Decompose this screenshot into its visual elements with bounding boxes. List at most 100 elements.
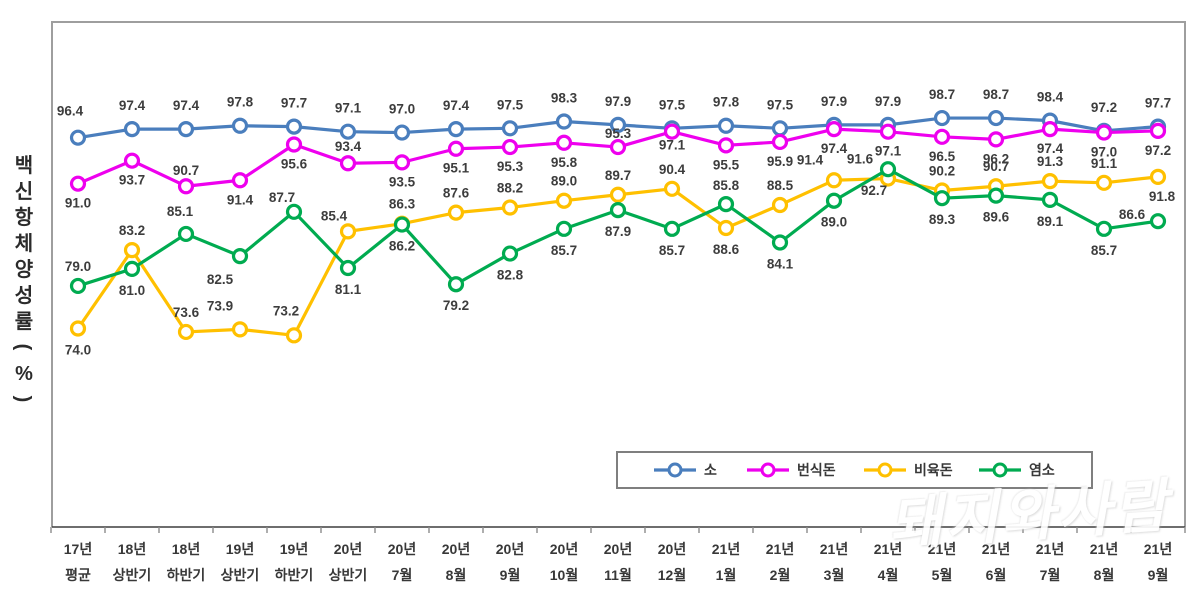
data-label-breeding-pigs: 95.3 (497, 159, 524, 174)
data-label-cattle: 97.9 (875, 94, 901, 109)
y-axis-title-char: 체 (15, 232, 33, 255)
data-label-goats: 89.0 (821, 215, 847, 230)
x-axis-label-period: 7월 (392, 567, 413, 583)
x-axis-label-period: 하반기 (167, 567, 206, 583)
data-label-breeding-pigs: 95.9 (767, 154, 793, 169)
y-axis-title-char: ( (12, 344, 34, 351)
legend-label-cattle: 소 (704, 462, 717, 478)
marker-breeding-pigs (987, 131, 1005, 148)
data-label-goats: 82.8 (497, 268, 524, 283)
marker-goats (1149, 213, 1167, 230)
marker-goats (609, 201, 627, 219)
x-axis-label-period: 8월 (1094, 567, 1115, 583)
data-label-cattle: 98.3 (551, 90, 578, 105)
marker-goats (771, 234, 789, 251)
marker-breeding-pigs (825, 121, 843, 138)
marker-fattening-pigs (717, 219, 735, 237)
marker-breeding-pigs (177, 178, 195, 195)
marker-goats (339, 259, 357, 277)
legend-item-fattening-pigs: 비육돈 (864, 462, 953, 478)
data-label-breeding-pigs: 93.5 (389, 174, 416, 189)
data-label-fattening-pigs: 88.2 (497, 181, 523, 196)
x-axis-label-year: 17년 (64, 541, 92, 557)
marker-breeding-pigs (879, 123, 897, 140)
data-label-breeding-pigs: 96.2 (983, 151, 1009, 166)
data-label-cattle: 97.5 (497, 97, 524, 112)
marker-cattle (555, 113, 573, 130)
data-label-fattening-pigs: 85.4 (321, 208, 348, 223)
y-axis-title-char: % (15, 363, 33, 385)
data-label-goats: 88.6 (713, 242, 740, 257)
marker-goats (933, 190, 951, 207)
marker-goats (555, 220, 573, 237)
x-axis-label-period: 11월 (604, 567, 632, 583)
marker-goats (1095, 220, 1113, 237)
x-axis-label-year: 21년 (766, 541, 794, 557)
data-label-goats: 85.7 (551, 243, 577, 258)
marker-fattening-pigs (1041, 173, 1059, 190)
data-label-goats: 79.0 (65, 259, 91, 274)
x-axis-label-period: 상반기 (329, 567, 368, 583)
data-label-breeding-pigs: 95.5 (713, 157, 740, 172)
x-axis-label-year: 18년 (172, 541, 200, 557)
legend-item-goats: 염소 (979, 462, 1055, 478)
marker-cattle (285, 118, 303, 135)
legend-label-fattening-pigs: 비육돈 (914, 462, 953, 478)
data-label-goats: 81.0 (119, 283, 145, 298)
data-label-cattle: 97.9 (821, 94, 847, 109)
data-label-goats: 85.1 (167, 204, 194, 219)
legend-label-goats: 염소 (1029, 462, 1055, 478)
data-label-fattening-pigs: 83.2 (119, 223, 145, 238)
marker-fattening-pigs (69, 320, 87, 337)
marker-breeding-pigs (69, 175, 87, 192)
data-label-cattle: 97.4 (173, 98, 200, 113)
x-axis-label-period: 5월 (932, 567, 953, 583)
data-label-breeding-pigs: 95.8 (551, 155, 578, 170)
marker-cattle (609, 116, 627, 133)
data-label-breeding-pigs: 95.3 (605, 126, 632, 141)
marker-fattening-pigs (555, 192, 573, 209)
data-label-breeding-pigs: 97.1 (659, 138, 686, 153)
marker-breeding-pigs (717, 137, 735, 154)
marker-cattle (933, 109, 951, 127)
data-label-fattening-pigs: 87.6 (443, 186, 470, 201)
x-axis-label-year: 20년 (658, 541, 686, 557)
marker-goats (285, 203, 303, 220)
marker-breeding-pigs (933, 128, 951, 145)
marker-breeding-pigs (1095, 124, 1113, 141)
x-axis-label-year: 19년 (280, 541, 308, 557)
marker-goats (825, 192, 843, 209)
y-axis-title-char: 양 (15, 258, 34, 281)
data-label-cattle: 97.9 (605, 94, 631, 109)
x-axis-label-year: 18년 (118, 541, 146, 557)
x-axis-label-period: 상반기 (113, 567, 152, 583)
x-axis-label-year: 20년 (496, 541, 524, 557)
data-label-breeding-pigs: 90.7 (173, 163, 199, 178)
legend-item-cattle: 소 (654, 462, 717, 478)
data-label-cattle: 97.2 (1091, 100, 1117, 115)
marker-fattening-pigs (501, 199, 519, 216)
data-label-goats: 86.6 (1119, 207, 1146, 222)
marker-goats (393, 216, 411, 233)
data-label-goats: 86.2 (389, 239, 415, 254)
marker-breeding-pigs (771, 133, 789, 151)
data-label-breeding-pigs: 97.2 (1145, 143, 1171, 158)
x-axis-label-year: 19년 (226, 541, 254, 557)
legend-marker-goats (992, 462, 1008, 478)
marker-cattle (69, 129, 87, 146)
x-axis-label-period: 10월 (550, 567, 578, 583)
data-label-fattening-pigs: 90.4 (659, 162, 686, 177)
data-label-cattle: 97.7 (281, 96, 307, 111)
data-label-goats: 92.7 (861, 183, 887, 198)
marker-goats (447, 276, 465, 293)
data-label-goats: 81.1 (335, 282, 362, 297)
marker-breeding-pigs (555, 134, 573, 151)
data-label-goats: 85.7 (1091, 243, 1117, 258)
marker-breeding-pigs (285, 136, 303, 153)
y-axis-title-char: ) (12, 396, 34, 403)
marker-fattening-pigs (123, 242, 141, 259)
marker-fattening-pigs (1095, 174, 1113, 191)
marker-fattening-pigs (177, 323, 195, 341)
marker-breeding-pigs (1149, 122, 1167, 139)
